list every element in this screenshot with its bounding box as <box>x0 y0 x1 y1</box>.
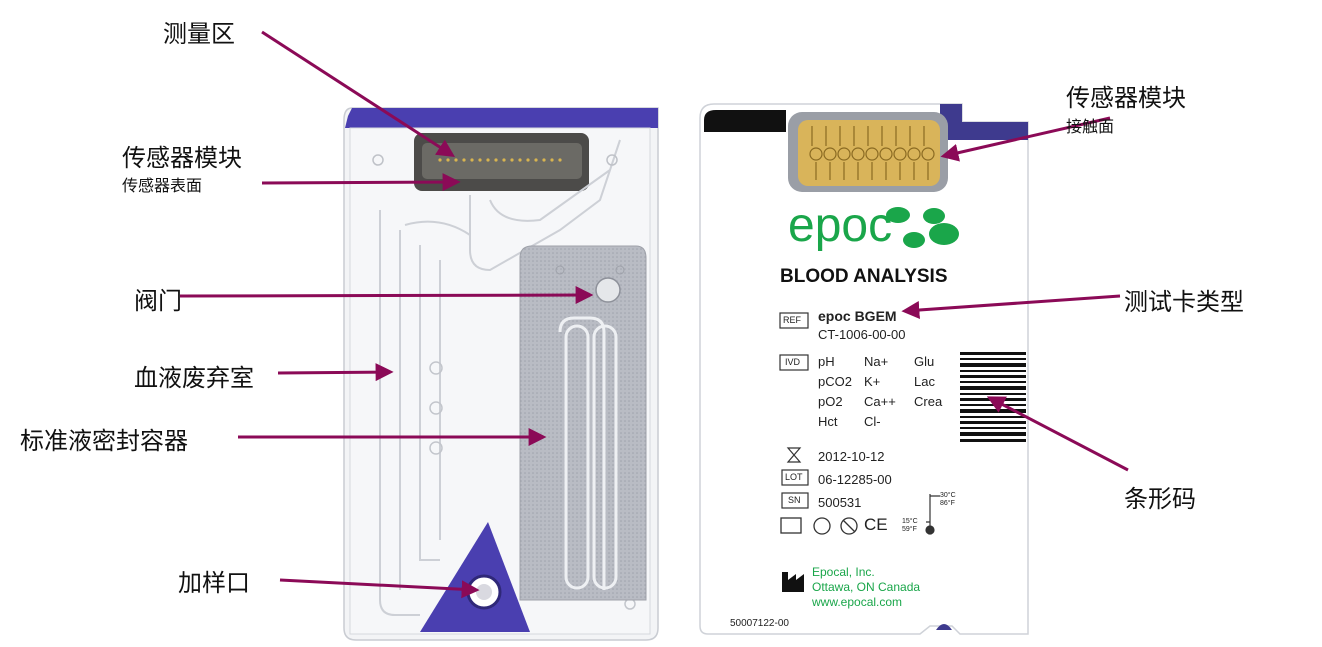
lot-box-label: LOT <box>785 472 803 482</box>
ce-mark: CE <box>864 515 888 534</box>
no-reuse-icon <box>840 517 858 535</box>
analyte: Cl- <box>864 414 881 429</box>
analyte-row: pH Na+ Glu <box>818 354 948 374</box>
analyte: Ca++ <box>864 394 896 409</box>
cartridge-front-view <box>699 103 1029 635</box>
analyte-row: pCO2 K+ Lac <box>818 374 948 394</box>
analyte: Hct <box>818 414 838 429</box>
analyte-row: pO2 Ca++ Crea <box>818 394 948 414</box>
ivd-box-label: IVD <box>785 357 801 367</box>
manufacturer-web: www.epocal.com <box>812 595 903 609</box>
ref-name: epoc BGEM <box>818 308 897 324</box>
label-blood-waste: 血液废弃室 <box>134 364 254 392</box>
analyte: K+ <box>864 374 881 389</box>
label-sensor-module-left: 传感器模块 <box>122 144 242 172</box>
label-contact-surface: 接触面 <box>1066 117 1115 136</box>
temp-low: 15°C 59°F <box>902 518 918 533</box>
analyte-row: Hct Cl- <box>818 414 948 434</box>
epoc-brand: epoc <box>788 199 893 252</box>
label-sample-port: 加样口 <box>178 569 250 597</box>
lot-number: 06-12285-00 <box>818 472 892 487</box>
sn-box-label: SN <box>788 495 801 505</box>
biohazard-icon <box>813 517 831 535</box>
ref-box-label: REF <box>783 315 801 325</box>
label-measure-zone: 测量区 <box>163 20 235 48</box>
expiry-date: 2012-10-12 <box>818 449 885 464</box>
analyte: Crea <box>914 394 943 409</box>
temp-high: 30°C 86°F <box>940 492 956 507</box>
analyte: Glu <box>914 354 935 369</box>
label-valve: 阀门 <box>134 287 182 315</box>
label-card-type: 测试卡类型 <box>1124 288 1244 316</box>
analyte: pH <box>818 354 835 369</box>
manual-icon <box>780 517 802 534</box>
label-barcode: 条形码 <box>1124 485 1196 513</box>
analyte: pCO2 <box>818 374 852 389</box>
manufacturer-name: Epocal, Inc. <box>812 565 875 579</box>
blood-analysis-title: BLOOD ANALYSIS <box>780 266 948 287</box>
epoc-logo-dots <box>886 207 959 248</box>
thermometer-icon <box>925 494 940 535</box>
label-sensor-surface: 传感器表面 <box>122 176 203 195</box>
ref-code: CT-1006-00-00 <box>818 327 906 342</box>
part-number: 50007122-00 <box>730 618 789 629</box>
analyte-grid: pH Na+ Glu pCO2 K+ Lac pO2 Ca++ Crea Hct… <box>818 354 948 434</box>
valve-shape <box>595 277 621 303</box>
manufacturer-city: Ottawa, ON Canada <box>812 580 921 594</box>
analyte: Lac <box>914 374 935 389</box>
manufacturer-icon <box>782 572 804 592</box>
calibrant-foil <box>519 245 647 601</box>
hourglass-icon <box>786 447 802 463</box>
analyte: pO2 <box>818 394 843 409</box>
contact-pad <box>798 120 940 186</box>
label-calibrant-container: 标准液密封容器 <box>20 427 188 455</box>
callout-arrows <box>179 30 1129 599</box>
serial-number: 500531 <box>818 495 862 510</box>
analyte: Na+ <box>864 354 889 369</box>
label-sensor-module-right: 传感器模块 <box>1066 84 1186 112</box>
cartridge-back-view <box>343 107 659 641</box>
